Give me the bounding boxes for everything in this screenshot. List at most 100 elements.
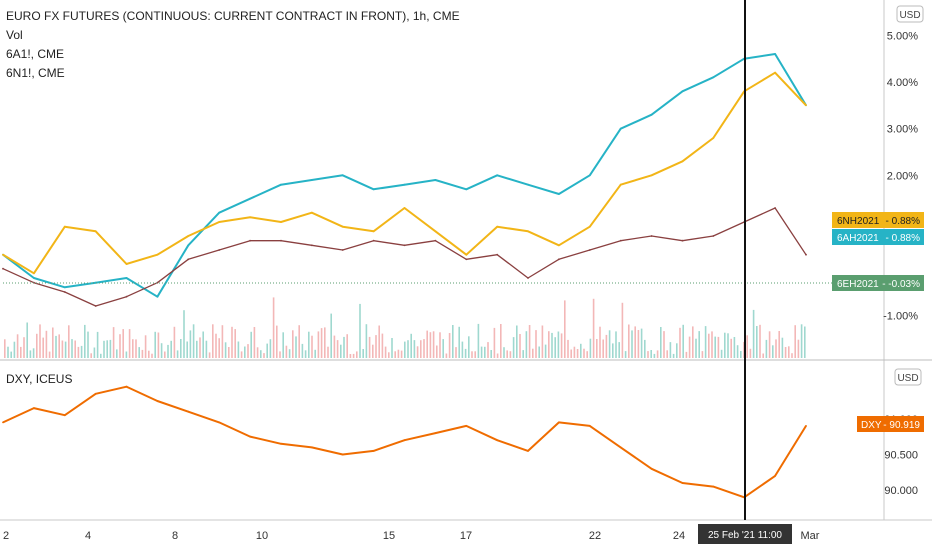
volume-bar (186, 341, 188, 358)
data-point-6nh2021 (681, 160, 684, 163)
data-point-6nh2021 (805, 104, 807, 107)
volume-bar (765, 339, 768, 358)
volume-bar (298, 325, 300, 358)
volume-bar (228, 347, 230, 358)
volume-bar (84, 324, 86, 358)
x-tick-label: 8 (172, 530, 178, 542)
volume-bar (180, 339, 182, 358)
volume-bar (724, 332, 726, 358)
data-point-dxy (496, 439, 499, 442)
volume-bar (400, 350, 403, 358)
volume-bar (333, 335, 336, 358)
legend-volume[interactable]: Vol (6, 28, 23, 42)
x-tick-label: 24 (673, 530, 685, 542)
volume-bar (205, 340, 208, 358)
volume-bar (314, 349, 316, 358)
data-point-dxy (805, 425, 807, 427)
volume-bar (346, 334, 348, 358)
volume-bar (282, 332, 284, 358)
volume-bar (394, 351, 396, 358)
data-point-6eh2021 (125, 295, 128, 298)
volume-bar (583, 348, 585, 358)
volume-bar (368, 336, 371, 358)
volume-bar (112, 327, 115, 358)
volume-bar (71, 339, 73, 358)
volume-bar (167, 344, 169, 358)
volume-bar (749, 348, 752, 358)
volume-bar (125, 351, 128, 358)
volume-bar (170, 340, 172, 358)
dxy-y-tick-label: 90.000 (884, 485, 918, 497)
volume-bar (621, 302, 624, 358)
x-tick-label: 15 (383, 530, 395, 542)
volume-bar (628, 324, 630, 358)
volume-bar (288, 349, 291, 358)
volume-bar (372, 344, 374, 358)
volume-bar (340, 344, 342, 358)
badge-6a-value: - 0.88% (886, 233, 921, 244)
volume-bar (240, 351, 243, 358)
volume-bar (436, 345, 438, 358)
volume-bar (116, 349, 118, 358)
data-point-6eh2021 (527, 277, 529, 279)
legend-6a[interactable]: 6A1!, CME (6, 47, 64, 61)
data-point-6nh2021 (33, 272, 35, 275)
data-point-6ah2021 (681, 90, 684, 93)
legend-6n[interactable]: 6N1!, CME (6, 66, 65, 80)
data-point-6eh2021 (94, 305, 97, 307)
volume-bar (132, 339, 134, 358)
badge-6n-bg (832, 212, 924, 228)
data-point-6ah2021 (310, 179, 313, 181)
volume-bar (740, 351, 742, 358)
volume-bar (631, 330, 633, 358)
dxy-legend[interactable]: DXY, ICEUS (6, 372, 72, 386)
volume-bar (752, 309, 755, 358)
volume-bar (244, 346, 246, 358)
volume-bar (704, 326, 707, 358)
volume-bar (794, 325, 796, 358)
volume-bar (538, 346, 540, 358)
volume-bar (301, 343, 304, 358)
volume-bar (464, 348, 467, 358)
volume-bar (788, 346, 790, 358)
currency-button-dxy[interactable]: USD (894, 368, 922, 386)
volume-bar (336, 340, 339, 358)
data-point-6ah2021 (187, 244, 190, 247)
data-point-6ah2021 (372, 188, 375, 191)
volume-bar (650, 350, 652, 358)
volume-bar (77, 346, 80, 358)
volume-bar (36, 333, 38, 358)
volume-bar (695, 338, 697, 358)
volume-bar (717, 336, 720, 358)
cursor-time-text: 25 Feb '21 11:00 (708, 530, 782, 541)
badge-6a: 6AH2021 - 0.88% (832, 229, 924, 245)
x-tick-label: 22 (589, 530, 601, 542)
volume-bar (688, 336, 691, 358)
volume-bar (317, 331, 320, 358)
volume-bar (474, 351, 476, 358)
data-point-6eh2021 (63, 291, 66, 293)
volume-bar (103, 340, 105, 358)
volume-bar (349, 354, 352, 358)
chart-title[interactable]: EURO FX FUTURES (CONTINUOUS: CURRENT CON… (6, 9, 460, 23)
x-tick-label: 17 (460, 530, 472, 542)
data-point-dxy (33, 407, 35, 409)
volume-bar (407, 340, 409, 358)
volume-bar (128, 329, 131, 358)
currency-button-main[interactable]: USD (896, 5, 924, 23)
data-point-6nh2021 (310, 211, 313, 214)
volume-bar (759, 324, 761, 358)
volume-bar (711, 331, 713, 358)
volume-bar (276, 325, 278, 358)
data-point-dxy (434, 432, 437, 434)
volume-bar (468, 336, 470, 358)
y-tick-label: 2.00% (887, 170, 918, 182)
volume-bar (10, 351, 12, 358)
dxy-y-tick-label: 90.500 (884, 450, 918, 462)
data-point-6ah2021 (496, 174, 499, 177)
data-point-6eh2021 (681, 239, 684, 242)
data-point-dxy (94, 392, 97, 395)
volume-bar (413, 340, 416, 358)
volume-bar (506, 350, 508, 358)
data-point-6ah2021 (218, 211, 221, 214)
